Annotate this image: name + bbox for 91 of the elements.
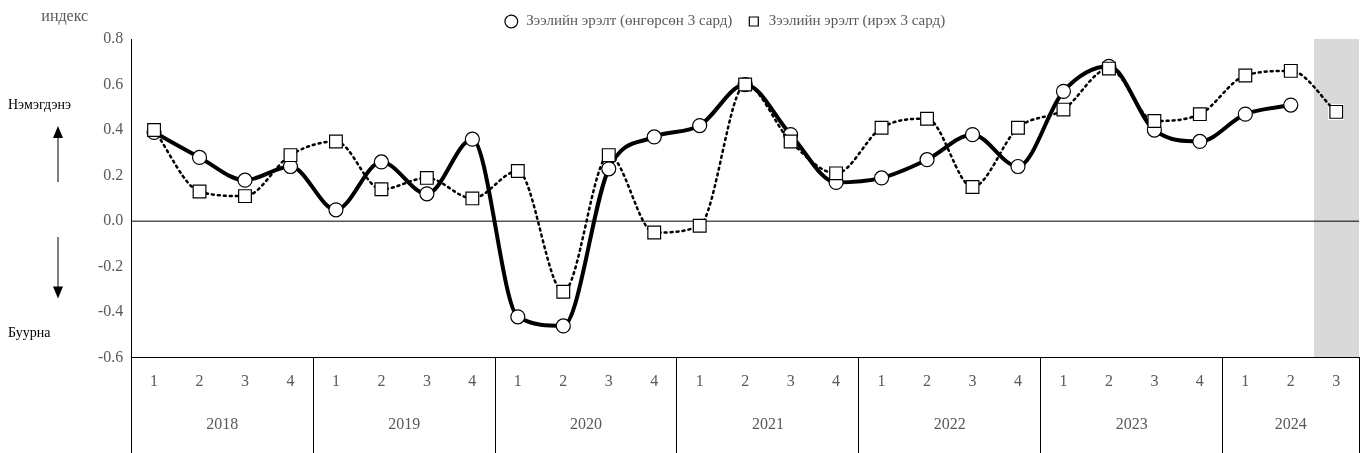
point (510, 309, 526, 325)
text: 2022 (933, 415, 966, 432)
point (191, 149, 208, 166)
x-tick-label: 1 (877, 371, 886, 389)
text: 2023 (1115, 415, 1148, 432)
y-tick-label: 0.6 (103, 74, 124, 92)
text: 2024 (1274, 415, 1307, 432)
point (1010, 158, 1026, 175)
point (374, 182, 389, 197)
x-tick-label: 2 (559, 371, 568, 389)
point (556, 284, 571, 299)
point (419, 170, 434, 185)
point (1192, 107, 1207, 122)
text: Нэмэгдэнэ (8, 97, 72, 114)
point (873, 170, 890, 186)
y-tick-label: -0.6 (98, 348, 124, 365)
point (1055, 83, 1072, 99)
y-axis-title: индекс (41, 7, 89, 26)
x-tick-label: 3 (786, 371, 795, 389)
x-tick-label: 2 (377, 371, 386, 389)
x-tick-label: 1 (695, 371, 704, 389)
point (646, 129, 662, 145)
x-tick-label: 3 (1150, 371, 1159, 389)
y-tick-label: 0.4 (103, 120, 124, 138)
y-tick-label: -0.2 (98, 256, 124, 274)
y-tick-label: 0.2 (103, 165, 124, 183)
text: 2019 (388, 415, 421, 432)
point (1329, 104, 1344, 119)
legend-label: Зээлийн эрэлт (өнгөрсөн 3 сард) (526, 12, 733, 30)
point (965, 180, 980, 194)
point (328, 202, 344, 218)
x-tick-label: 4 (832, 371, 841, 389)
point (1056, 102, 1071, 117)
point (1238, 68, 1253, 83)
x-tick-label: 3 (422, 371, 431, 389)
x-tick-label: 3 (1332, 371, 1341, 389)
point (692, 218, 707, 233)
point (1283, 97, 1299, 113)
text: 2020 (570, 415, 603, 432)
x-tick-label: 2 (741, 371, 750, 389)
point (419, 186, 435, 202)
point (920, 111, 935, 126)
point (1283, 63, 1298, 78)
point (373, 154, 390, 170)
x-tick-label: 4 (1195, 371, 1204, 389)
x-tick-label: 3 (968, 371, 977, 389)
x-tick-label: 1 (331, 371, 340, 389)
x-tick-label: 2 (1286, 371, 1295, 389)
x-tick-label: 4 (286, 371, 295, 389)
point (192, 184, 207, 199)
point (919, 152, 935, 168)
point (1147, 114, 1162, 128)
point (328, 134, 343, 149)
x-tick-label: 1 (1241, 371, 1250, 389)
point (738, 77, 753, 92)
point (1237, 106, 1253, 122)
point (1011, 120, 1025, 135)
point (829, 166, 844, 181)
point (601, 161, 617, 177)
point (283, 148, 298, 163)
x-tick-label: 2 (195, 371, 204, 389)
point (874, 120, 889, 135)
point (510, 164, 525, 179)
point (465, 191, 480, 206)
point (601, 148, 616, 163)
x-tick-label: 4 (468, 371, 477, 389)
point (964, 127, 981, 143)
y-tick-label: 0.0 (103, 211, 124, 229)
point (692, 117, 708, 134)
x-tick-label: 2 (923, 371, 932, 389)
y-tick-label: 0.8 (103, 29, 124, 47)
x-tick-label: 4 (650, 371, 659, 389)
x-tick-label: 2 (1104, 371, 1113, 389)
x-tick-label: 3 (604, 371, 613, 389)
text: Буурна (8, 325, 51, 342)
x-tick-label: 1 (513, 371, 522, 389)
text: 2021 (751, 415, 784, 432)
point (237, 172, 253, 188)
point (647, 225, 662, 240)
point (238, 189, 252, 204)
legend-label: Зээлийн эрэлт (ирэх 3 сард) (768, 12, 946, 30)
x-tick-label: 1 (150, 371, 159, 389)
x-tick-label: 3 (241, 371, 249, 389)
x-tick-label: 4 (1013, 371, 1022, 389)
point (555, 318, 571, 334)
point (783, 134, 798, 149)
x-tick-label: 1 (1059, 371, 1068, 389)
text: 2018 (206, 415, 239, 432)
point (464, 131, 480, 147)
point (1192, 133, 1208, 150)
y-tick-label: -0.4 (98, 302, 124, 320)
